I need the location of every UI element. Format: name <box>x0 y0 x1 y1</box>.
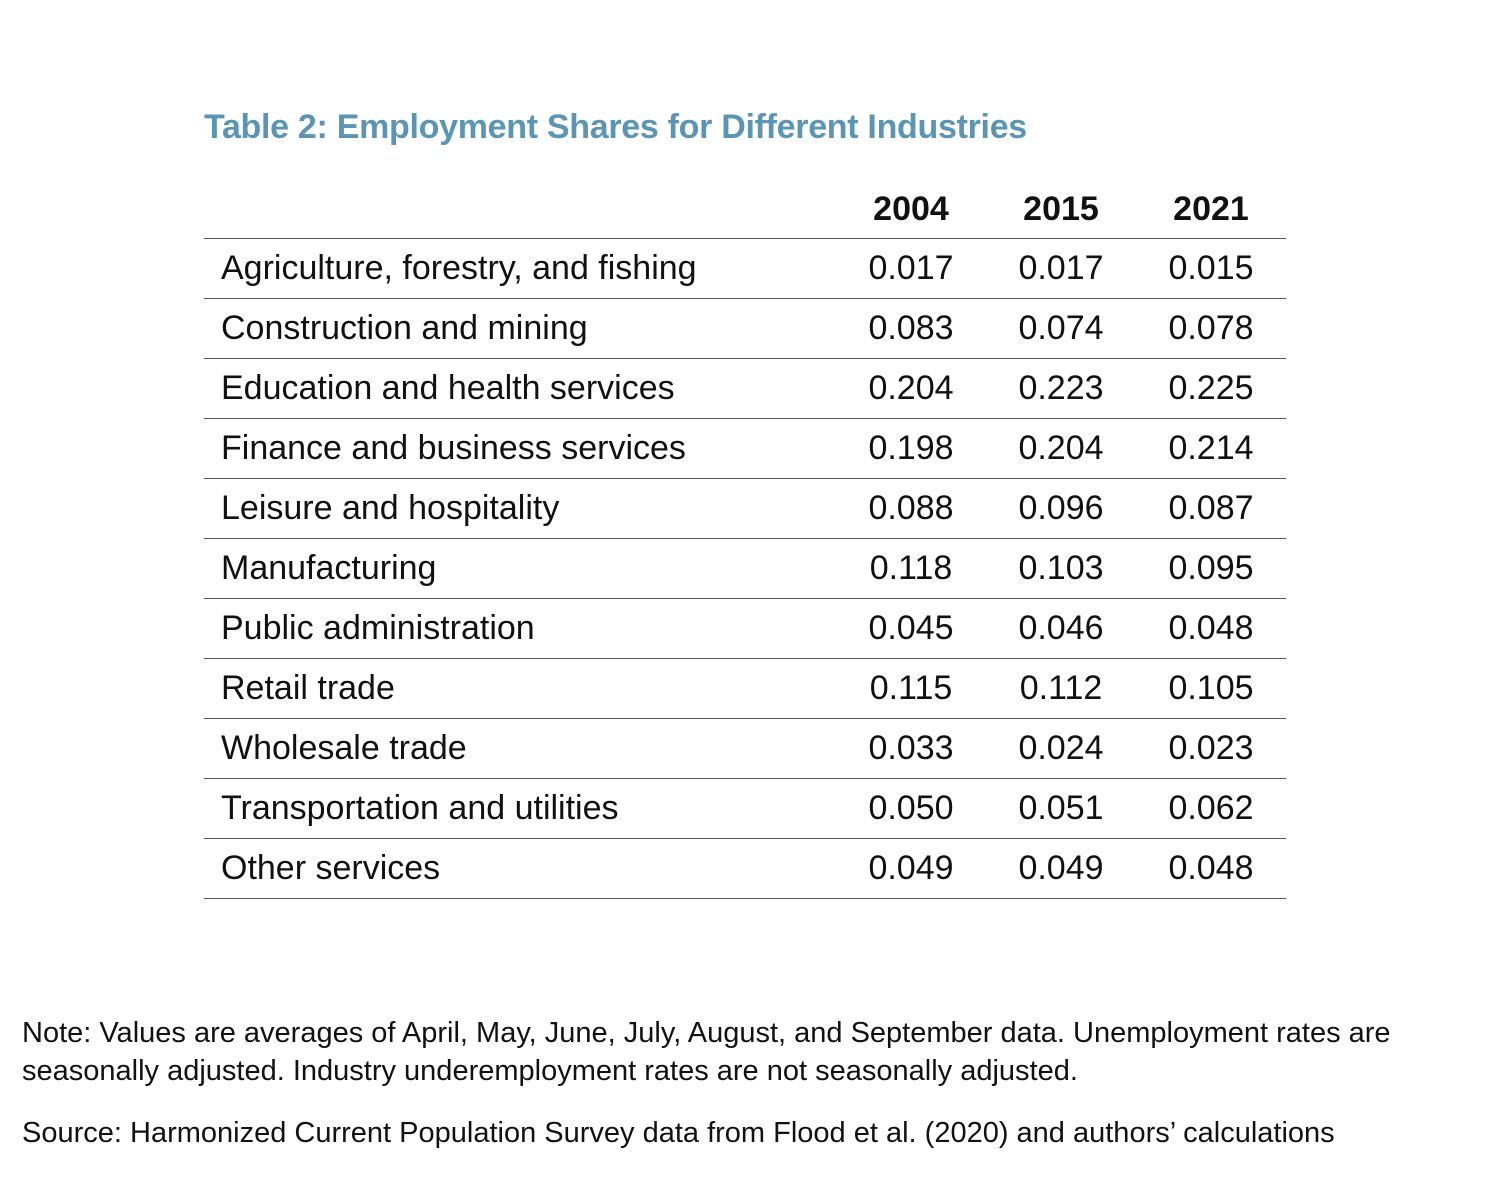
industry-label: Wholesale trade <box>204 718 836 779</box>
table-row: Public administration 0.045 0.046 0.048 <box>204 598 1286 659</box>
table-row: Leisure and hospitality 0.088 0.096 0.087 <box>204 478 1286 539</box>
share-value-2004: 0.049 <box>836 838 986 899</box>
table-title: Table 2: Employment Shares for Different… <box>204 108 1027 146</box>
header-2004: 2004 <box>836 180 986 239</box>
industry-label: Transportation and utilities <box>204 778 836 839</box>
share-value-2015: 0.017 <box>986 238 1136 299</box>
share-value-2015: 0.223 <box>986 358 1136 419</box>
share-value-2004: 0.115 <box>836 658 986 719</box>
share-value-2015: 0.112 <box>986 658 1136 719</box>
share-value-2015: 0.024 <box>986 718 1136 779</box>
header-2021: 2021 <box>1136 180 1286 239</box>
industry-label: Other services <box>204 838 836 899</box>
share-value-2021: 0.078 <box>1136 298 1286 359</box>
share-value-2015: 0.049 <box>986 838 1136 899</box>
table-row: Construction and mining 0.083 0.074 0.078 <box>204 298 1286 359</box>
industry-label: Finance and business services <box>204 418 836 479</box>
share-value-2021: 0.062 <box>1136 778 1286 839</box>
share-value-2004: 0.204 <box>836 358 986 419</box>
share-value-2015: 0.046 <box>986 598 1136 659</box>
table-source: Source: Harmonized Current Population Su… <box>22 1117 1335 1149</box>
industry-label: Manufacturing <box>204 538 836 599</box>
table-row: Wholesale trade 0.033 0.024 0.023 <box>204 718 1286 779</box>
share-value-2004: 0.083 <box>836 298 986 359</box>
share-value-2015: 0.096 <box>986 478 1136 539</box>
share-value-2015: 0.204 <box>986 418 1136 479</box>
share-value-2021: 0.105 <box>1136 658 1286 719</box>
share-value-2021: 0.015 <box>1136 238 1286 299</box>
share-value-2015: 0.074 <box>986 298 1136 359</box>
share-value-2021: 0.023 <box>1136 718 1286 779</box>
share-value-2015: 0.051 <box>986 778 1136 839</box>
table-note: Note: Values are averages of April, May,… <box>22 1017 1391 1087</box>
table-row: Manufacturing 0.118 0.103 0.095 <box>204 538 1286 599</box>
share-value-2021: 0.087 <box>1136 478 1286 539</box>
share-value-2021: 0.225 <box>1136 358 1286 419</box>
industry-label: Education and health services <box>204 358 836 419</box>
table-row: Retail trade 0.115 0.112 0.105 <box>204 658 1286 719</box>
industry-label: Agriculture, forestry, and fishing <box>204 238 836 299</box>
industry-label: Public administration <box>204 598 836 659</box>
header-industry <box>204 180 836 239</box>
share-value-2021: 0.048 <box>1136 838 1286 899</box>
header-2015: 2015 <box>986 180 1136 239</box>
industry-label: Retail trade <box>204 658 836 719</box>
table-body: Agriculture, forestry, and fishing 0.017 0… <box>204 238 1286 899</box>
share-value-2004: 0.088 <box>836 478 986 539</box>
table-row: Finance and business services 0.198 0.204 0… <box>204 418 1286 479</box>
table-row: Education and health services 0.204 0.223 0… <box>204 358 1286 419</box>
table-row: Transportation and utilities 0.050 0.051 0.… <box>204 778 1286 839</box>
share-value-2021: 0.214 <box>1136 418 1286 479</box>
table-header-row: 2004 2015 2021 <box>204 180 1286 239</box>
employment-shares-table: 2004 2015 2021 Agriculture, forestry, an… <box>204 180 1286 899</box>
table-row: Agriculture, forestry, and fishing 0.017 0… <box>204 238 1286 299</box>
share-value-2015: 0.103 <box>986 538 1136 599</box>
industry-label: Construction and mining <box>204 298 836 359</box>
share-value-2004: 0.033 <box>836 718 986 779</box>
industry-label: Leisure and hospitality <box>204 478 836 539</box>
share-value-2004: 0.118 <box>836 538 986 599</box>
share-value-2004: 0.050 <box>836 778 986 839</box>
table-row: Other services 0.049 0.049 0.048 <box>204 838 1286 899</box>
share-value-2004: 0.017 <box>836 238 986 299</box>
share-value-2004: 0.045 <box>836 598 986 659</box>
share-value-2004: 0.198 <box>836 418 986 479</box>
share-value-2021: 0.095 <box>1136 538 1286 599</box>
share-value-2021: 0.048 <box>1136 598 1286 659</box>
